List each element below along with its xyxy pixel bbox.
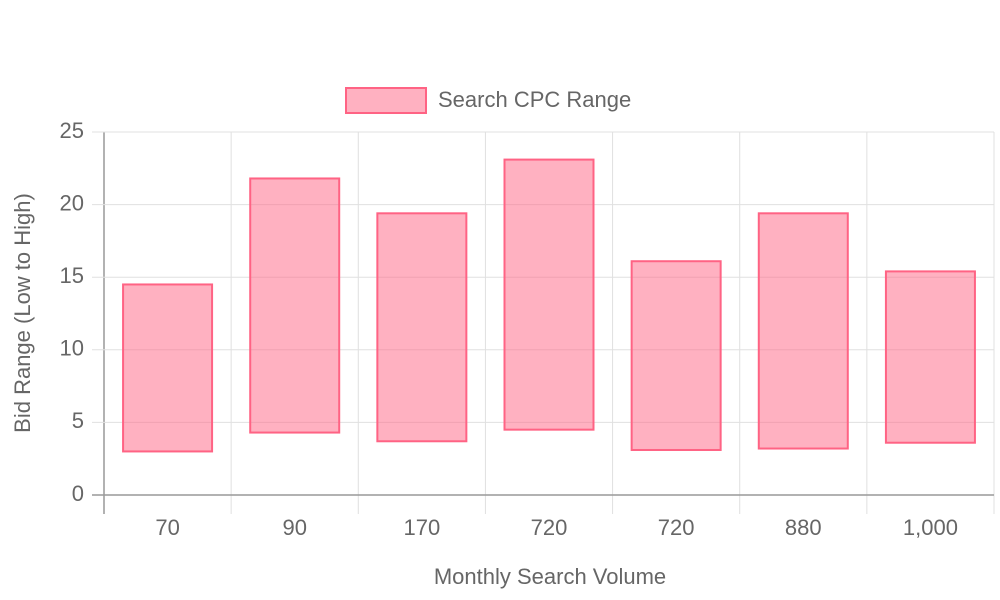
x-tick-label: 90 [282, 515, 306, 540]
x-tick-label: 880 [785, 515, 822, 540]
x-tick-label: 720 [658, 515, 695, 540]
y-tick-label: 20 [60, 190, 84, 215]
x-axis-title: Monthly Search Volume [434, 564, 666, 589]
bar [249, 177, 341, 434]
y-tick-label: 15 [60, 263, 84, 288]
y-tick-label: 0 [72, 481, 84, 506]
bar [122, 283, 214, 453]
y-axis-title: Bid Range (Low to High) [10, 193, 35, 433]
x-tick-label: 1,000 [903, 515, 958, 540]
x-tick-label: 170 [403, 515, 440, 540]
y-tick-label: 5 [72, 408, 84, 433]
x-tick-label: 720 [531, 515, 568, 540]
bar [630, 260, 722, 451]
bar [376, 212, 468, 443]
bar [503, 158, 595, 431]
legend-swatch [345, 87, 427, 114]
y-tick-label: 10 [60, 336, 84, 361]
bar [884, 270, 976, 444]
legend-label: Search CPC Range [438, 87, 631, 112]
x-tick-label: 70 [155, 515, 179, 540]
y-tick-label: 25 [60, 118, 84, 143]
bar [757, 212, 849, 450]
